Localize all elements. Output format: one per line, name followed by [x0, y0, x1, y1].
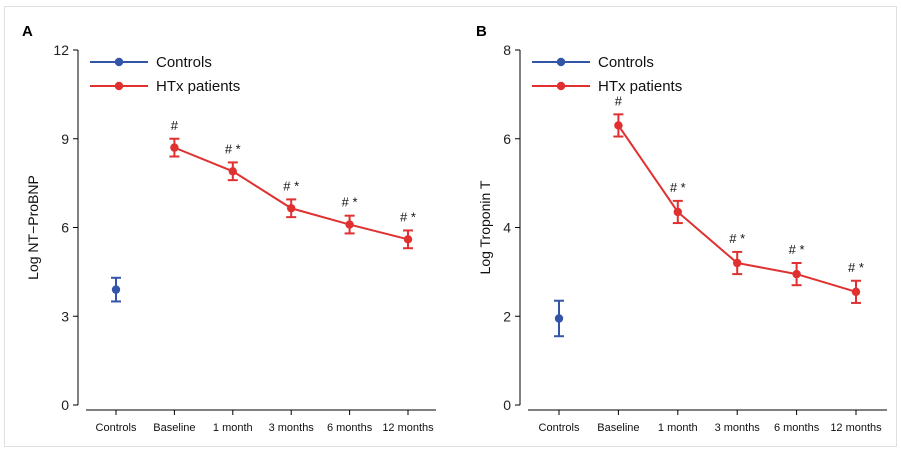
- figure-frame: [4, 6, 897, 447]
- series-controls: [111, 276, 121, 303]
- y-tick-label: 9: [61, 131, 69, 147]
- legend: Controls HTx patients: [90, 54, 240, 95]
- y-tick-label: 3: [61, 308, 69, 324]
- legend-label: Controls: [156, 54, 212, 71]
- data-point: [170, 143, 179, 152]
- legend-label: Controls: [598, 54, 654, 71]
- significance-annotation: # *: [342, 195, 358, 210]
- significance-annotation: # *: [225, 141, 241, 156]
- y-tick-label: 0: [503, 397, 511, 413]
- y-tick-label: 2: [503, 308, 511, 324]
- x-tick-label: Controls: [539, 422, 580, 434]
- x-tick-label: 12 months: [830, 422, 882, 434]
- panel-label: A: [22, 23, 33, 40]
- x-tick-label: 6 months: [327, 422, 373, 434]
- panel-b: B 0 2 4 6 8 Log Troponin T Controls Baseline 1 mo…: [476, 23, 887, 434]
- data-point: [345, 220, 354, 229]
- significance-annotation: #: [615, 93, 623, 108]
- series-htx: # # * # * # * # *: [613, 93, 864, 304]
- series-htx: # # * # * # * # *: [169, 118, 416, 250]
- data-point: [792, 269, 801, 279]
- legend-marker: [556, 81, 566, 91]
- data-point: [614, 121, 623, 130]
- y-tick-label: 6: [503, 131, 511, 147]
- series-controls: [554, 299, 564, 338]
- y-tick-label: 8: [503, 42, 511, 58]
- data-point: [554, 314, 564, 323]
- significance-annotation: # *: [789, 242, 805, 257]
- x-tick-label: 3 months: [269, 422, 315, 434]
- x-tick-label: Baseline: [597, 422, 639, 434]
- data-point: [733, 258, 742, 268]
- y-tick-label: 6: [61, 220, 69, 236]
- data-point: [111, 285, 121, 294]
- x-tick-label: 3 months: [715, 422, 761, 434]
- x-tick-label: 1 month: [658, 422, 698, 434]
- significance-annotation: # *: [729, 231, 745, 246]
- y-axis-label: Log NT−ProBNP: [25, 175, 41, 280]
- data-point: [851, 287, 861, 297]
- significance-annotation: # *: [848, 260, 864, 275]
- x-tick-label: 12 months: [382, 422, 434, 434]
- significance-annotation: # *: [400, 209, 416, 224]
- legend-marker: [114, 57, 124, 67]
- y-tick-label: 4: [503, 220, 511, 236]
- legend-label: HTx patients: [598, 78, 682, 95]
- y-tick-label: 0: [61, 397, 69, 413]
- x-tick-label: Baseline: [153, 422, 195, 434]
- y-axis-label: Log Troponin T: [477, 180, 493, 274]
- data-point: [673, 207, 682, 217]
- significance-annotation: #: [171, 118, 179, 133]
- legend-marker: [556, 57, 566, 67]
- legend-label: HTx patients: [156, 78, 240, 95]
- data-point: [403, 235, 413, 244]
- data-point: [287, 204, 296, 213]
- x-tick-label: 1 month: [213, 422, 253, 434]
- panel-label: B: [476, 23, 487, 40]
- legend: Controls HTx patients: [532, 54, 682, 95]
- x-tick-label: 6 months: [774, 422, 820, 434]
- x-tick-label: Controls: [96, 422, 137, 434]
- legend-marker: [114, 81, 124, 91]
- significance-annotation: # *: [283, 178, 299, 193]
- data-point: [228, 167, 237, 176]
- y-tick-label: 12: [53, 42, 69, 58]
- significance-annotation: # *: [670, 180, 686, 195]
- panel-a: A 0 3 6 9 12 Log NT−ProBNP Controls Baseline 1 mo…: [22, 23, 436, 434]
